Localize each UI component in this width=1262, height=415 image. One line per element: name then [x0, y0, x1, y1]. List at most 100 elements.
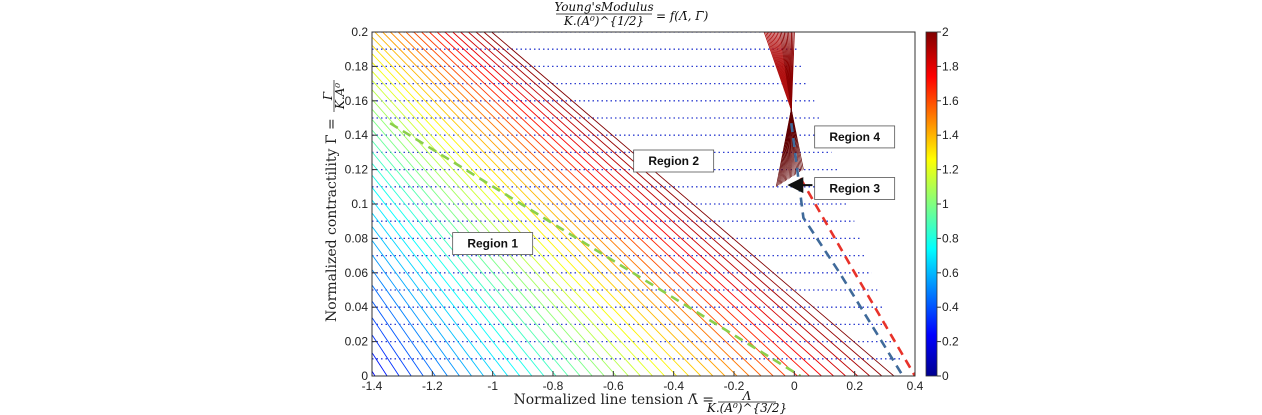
- y-tick-label-1: 0.02: [345, 335, 369, 349]
- contour-line-2: [141, 32, 351, 376]
- contour-line-33: [382, 32, 726, 376]
- contour-line-24: [372, 98, 617, 376]
- boundary-2: [799, 177, 915, 376]
- x-tick-label-6: -0.2: [724, 379, 745, 393]
- region-box-2: [814, 177, 896, 200]
- contour-line-16: [372, 186, 521, 376]
- title-numerator: Young'sModulus: [554, 0, 653, 14]
- x-tick-label-7: 0: [791, 379, 798, 393]
- contour-line-8: [372, 300, 424, 376]
- boundary-0: [389, 122, 802, 376]
- x-axis-label: Normalized line tension Λ̄ = Λ K.(A⁰)^{3…: [513, 389, 787, 415]
- x-tick-label-0: -1.4: [362, 379, 383, 393]
- colorbar-tick-label-8: 1.6: [942, 94, 959, 108]
- colorbar-tick-label-5: 1: [942, 197, 949, 211]
- y-tick-label-2: 0.04: [345, 300, 369, 314]
- y-axis-label: Normalized contractility Γ̄ = Γ K.A⁰: [321, 80, 347, 322]
- colorbar-tick-label-10: 2: [942, 25, 949, 39]
- boundary-1: [790, 123, 905, 376]
- x-axis: -1.4 -1.2 -1 -0.8 -0.6 -0.4 -0.2 0 0.2 0.4: [362, 371, 924, 393]
- x-tick-label-2: -1: [487, 379, 498, 393]
- x-tick-label-1: -1.2: [422, 379, 443, 393]
- contour-line-34: [390, 32, 738, 376]
- contour-line-30: [372, 44, 690, 376]
- contour-line-29: [372, 53, 678, 376]
- region-label-1: Region 2: [648, 154, 699, 168]
- fan-line-21: [790, 32, 795, 110]
- xlabel-numerator: Λ: [742, 389, 752, 403]
- x-tick-label-9: 0.4: [907, 379, 924, 393]
- contour-line-45: [475, 32, 871, 376]
- contour-line-44: [468, 32, 858, 376]
- contour-line-22: [372, 118, 593, 376]
- region-label-2: Region 3: [829, 182, 880, 196]
- y-tick-label-10: 0.2: [351, 25, 368, 39]
- ylabel-numerator: Γ: [321, 91, 335, 101]
- colorbar-tick-label-9: 1.8: [942, 59, 959, 73]
- colorbar-ticks: 0 0.2 0.4 0.6 0.8 1 1.2 1.4 1.6 1.8 2: [937, 25, 959, 383]
- contour-line-13: [372, 225, 484, 376]
- contour-line-0: [126, 32, 327, 376]
- xlabel-denominator: K.(A⁰)^{3/2}: [706, 401, 787, 415]
- contour-line-38: [421, 32, 786, 376]
- ylabel-text: Normalized contractility Γ̄ =: [324, 118, 340, 322]
- contour-line-14: [372, 212, 497, 376]
- contour-line-37: [413, 32, 774, 376]
- contour-line-47: [491, 32, 895, 376]
- contour-line-31: [372, 36, 702, 376]
- contour-line-25: [372, 89, 629, 376]
- contour-line-20: [372, 140, 569, 376]
- x-tick-label-5: -0.4: [663, 379, 684, 393]
- title-rhs: = f(Λ̄, Γ̄): [656, 9, 709, 23]
- contour-line-12: [372, 239, 472, 376]
- colorbar-tick-label-4: 0.8: [942, 231, 959, 245]
- contour-line-9: [372, 284, 436, 376]
- y-tick-label-6: 0.12: [345, 163, 369, 177]
- contour-line-28: [372, 61, 665, 376]
- y-tick-label-7: 0.14: [345, 128, 369, 142]
- colorbar-tick-label-2: 0.4: [942, 300, 959, 314]
- colorbar-tick-label-3: 0.6: [942, 266, 959, 280]
- loop-line-21: [790, 109, 804, 170]
- y-tick-label-5: 0.1: [351, 197, 368, 211]
- region-box-3: [814, 125, 896, 149]
- boundary-lines: [389, 122, 915, 376]
- colorbar-tick-label-1: 0.2: [942, 335, 959, 349]
- contour-line-36: [405, 32, 762, 376]
- contour-line-17: [372, 174, 533, 376]
- contour-line-40: [436, 32, 810, 376]
- x-tick-label-4: -0.6: [603, 379, 624, 393]
- contour-line-46: [483, 32, 883, 376]
- y-tick-label-9: 0.18: [345, 59, 369, 73]
- y-axis: 0 0.02 0.04 0.06 0.08 0.1 0.12 0.14 0.16 0.18 0.2: [345, 25, 377, 383]
- ylabel-denominator: K.A⁰: [333, 83, 347, 110]
- contour-line-1: [133, 32, 338, 376]
- contour-line-21: [372, 129, 581, 376]
- contour-line-43: [460, 32, 846, 376]
- title-denominator: K.(A⁰)^{1/2}: [563, 14, 644, 28]
- contour-line-27: [372, 70, 653, 376]
- contour-line-7: [372, 316, 412, 376]
- colorbar-tick-label-7: 1.4: [942, 128, 959, 142]
- contour-line-35: [397, 32, 750, 376]
- region-label-0: Region 1: [467, 237, 518, 251]
- chart-title: Young'sModulus K.(A⁰)^{1/2} = f(Λ̄, Γ̄): [554, 0, 708, 28]
- contour-line-26: [372, 79, 641, 376]
- region-box-1: [633, 149, 715, 173]
- x-tick-label-8: 0.2: [846, 379, 863, 393]
- region-label-3: Region 4: [829, 130, 880, 144]
- xlabel-text: Normalized line tension Λ̄ =: [513, 392, 714, 408]
- contour-line-39: [429, 32, 798, 376]
- contour-line-41: [444, 32, 822, 376]
- y-tick-label-8: 0.16: [345, 94, 369, 108]
- contour-line-18: [372, 162, 545, 376]
- y-tick-label-4: 0.08: [345, 231, 369, 245]
- region-labels: Region 1 Region 2 Region 3 Region 4: [452, 125, 896, 255]
- contour-line-11: [372, 253, 460, 376]
- x-tick-label-3: -0.8: [543, 379, 564, 393]
- colorbar: [925, 31, 938, 377]
- colorbar-tick-label-0: 0: [942, 369, 949, 383]
- colorbar-tick-label-6: 1.2: [942, 163, 959, 177]
